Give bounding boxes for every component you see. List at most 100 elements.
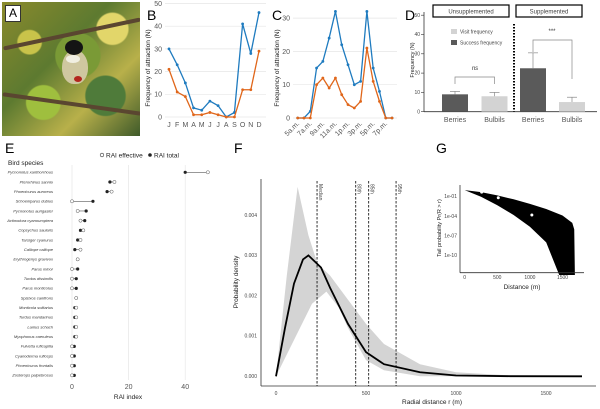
bird-vent	[74, 76, 82, 82]
f-density-curve	[275, 254, 583, 378]
panel-label-b: B	[147, 7, 156, 23]
e-species-label: Turdus mandarinus	[19, 315, 53, 320]
e-effective-point	[70, 267, 74, 271]
g-y-tick-label: 1e-01	[444, 194, 457, 200]
g-x-tick-label: 1500	[557, 275, 568, 281]
f-x-axis-label: Radial distance r (m)	[402, 399, 462, 406]
b-data-point	[257, 49, 261, 53]
d-legend-success: Success frequency	[460, 41, 503, 47]
e-total-point	[84, 209, 88, 213]
f-y-tick-label: 0.001	[244, 334, 257, 340]
c-data-point	[378, 89, 381, 93]
e-species-label: Parus monticolus	[22, 286, 53, 291]
bird-head	[65, 40, 83, 55]
d-y-tick-label: 10	[414, 90, 420, 96]
c-data-point	[359, 99, 362, 103]
b-data-point	[257, 11, 261, 14]
e-species-label: Tarsiger cyanurus	[21, 237, 53, 242]
d-legend-visit: Visit frequency	[460, 30, 493, 36]
f-x-tick-label: 1000	[450, 391, 461, 397]
bird-cheek	[66, 55, 80, 63]
c-data-point	[371, 66, 375, 70]
c-data-point	[346, 103, 350, 107]
g-x-tick-label: 0	[463, 275, 466, 281]
d-y-tick-label: 40	[414, 32, 420, 38]
d-x-tick-label: Bulbils	[562, 117, 583, 124]
e-species-label: Actinodura cyanouroptera	[6, 218, 54, 223]
d-header-supplemented: Supplemented	[530, 10, 569, 16]
e-species-label: Pycnonotus xanthorrhous	[8, 170, 53, 175]
e-total-point	[83, 219, 87, 223]
d-x-tick-label: Bulbils	[484, 117, 505, 124]
b-data-point	[249, 52, 253, 55]
b-data-point	[224, 115, 228, 119]
e-effective-point	[70, 276, 74, 281]
e-x-tick-label: 20	[125, 384, 133, 391]
b-data-point	[200, 108, 204, 112]
d-x-tick-label: Berries	[444, 117, 467, 124]
b-data-point	[167, 67, 171, 71]
f-quantile-label: 95th	[396, 184, 402, 194]
b-data-point	[208, 111, 212, 114]
e-species-label: Parus minor	[31, 266, 53, 271]
d-sig-ns: ns	[472, 66, 478, 72]
e-species-label: Turdus dissimilis	[24, 276, 53, 281]
c-data-point	[365, 46, 369, 50]
d-significance-bracket	[454, 76, 495, 84]
b-x-tick-label: A	[191, 122, 196, 129]
e-x-axis-label: RAI index	[114, 394, 143, 401]
d-y-tick-label: 20	[414, 71, 420, 77]
c-data-point	[352, 106, 356, 110]
b-data-point	[192, 106, 195, 110]
c-x-tick-label: 7p.m.	[372, 120, 389, 137]
e-species-label: Monticola solitarius	[19, 305, 53, 310]
f-y-tick-label: 0.000	[244, 374, 257, 380]
c-data-point	[340, 43, 344, 47]
g-data-point	[480, 190, 484, 194]
b-x-tick-label: F	[175, 122, 179, 129]
c-data-point	[327, 86, 331, 90]
e-effective-point	[81, 228, 86, 233]
b-x-tick-label: O	[240, 122, 246, 129]
e-species-label: Pterorhinus sannio	[20, 179, 54, 184]
e-total-point	[74, 277, 78, 281]
e-species-label: Myophonus caeruleus	[14, 334, 53, 339]
d-legend-swatch-success	[451, 40, 457, 45]
b-y-tick-label: 0	[158, 114, 162, 121]
b-y-tick-label: 10	[154, 92, 162, 99]
e-x-tick-label: 0	[70, 384, 74, 391]
e-species-label: Lanius schach	[27, 324, 53, 329]
f-quantile-label: 85th	[369, 184, 375, 194]
d-sig-stars: ***	[548, 29, 556, 35]
c-data-point	[384, 116, 388, 120]
c-data-point	[365, 10, 369, 13]
e-effective-point	[78, 218, 83, 223]
d-significance-bracket	[532, 39, 573, 79]
e-species-label: Schoeniparus dubius	[16, 199, 53, 204]
c-data-point	[334, 10, 337, 13]
g-y-tick-label: 1e-07	[444, 233, 457, 239]
b-data-point	[175, 63, 179, 67]
f-quantile-label: Median	[317, 184, 323, 201]
b-y-tick-label: 50	[154, 1, 162, 8]
e-total-point	[105, 190, 109, 194]
e-effective-point	[78, 238, 83, 242]
c-y-tick-label: 10	[282, 82, 290, 89]
e-effective-point	[70, 286, 74, 291]
b-data-point	[208, 99, 212, 103]
e-effective-point	[70, 363, 74, 368]
e-x-tick-label: 40	[181, 384, 189, 391]
d-header-box-supplemented	[515, 4, 583, 18]
b-data-point	[216, 113, 220, 117]
d-x-tick-label: Berries	[522, 117, 545, 124]
d-header-box-unsupplemented	[432, 4, 510, 18]
b-data-point	[183, 95, 187, 98]
b-y-tick-label: 20	[154, 69, 162, 76]
e-legend-open-circle-icon	[99, 152, 105, 158]
e-species-label: Phoenicurus frontalis	[16, 363, 53, 368]
bird-photo: A	[2, 2, 140, 136]
b-data-point	[241, 22, 245, 26]
e-effective-point	[74, 296, 79, 300]
c-series-line-0	[297, 11, 393, 119]
